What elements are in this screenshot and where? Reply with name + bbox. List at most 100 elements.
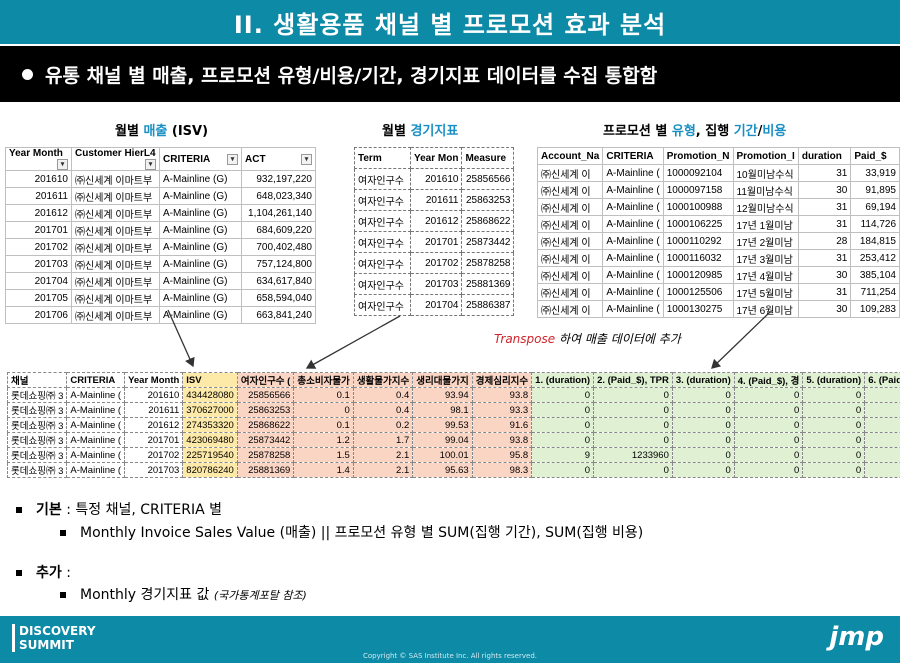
table-cell: 0 [864, 432, 900, 448]
table-cell: 롯데쇼핑㈜ 3 [6, 447, 68, 463]
table-row: ㈜신세계 이 A-Mainline (1000125506 17년 5월미남 31 71… [536, 283, 900, 301]
table-cell: 0 [802, 462, 866, 478]
merged-table-header-cell: ISV [182, 372, 238, 388]
merged-table-header-cell: 5. (duration) [802, 372, 866, 388]
square-bullet-icon [60, 530, 66, 536]
table-cell: A-Mainline ( [66, 447, 126, 463]
table-row: 201702 ㈜신세계 이마트부 A-Mainline (G) 700,402,480 [5, 238, 316, 256]
arrow-promo [711, 311, 771, 369]
promo-table: Account_Na CRITERIA Promotion_N Promotion_I… [536, 147, 900, 318]
sales-table: Year Month ▾ Customer HierL4 ▾ CRITERIA ▾ ACT ▾… [5, 147, 316, 324]
table-cell: 98.1 [412, 402, 473, 418]
table-cell: 0 [531, 462, 595, 478]
table-cell: A-Mainline ( [66, 387, 126, 403]
table-cell: 0 [733, 432, 804, 448]
merged-table-header-cell: 생리대물가지 [412, 372, 473, 388]
table-cell: 0 [671, 417, 735, 433]
table-row: 201701 ㈜신세계 이마트부 A-Mainline (G) 684,609,220 [5, 221, 316, 239]
table-cell: 99.04 [412, 432, 473, 448]
table-cell: 99.53 [412, 417, 473, 433]
table-cell: A-Mainline ( [602, 300, 664, 318]
table-cell: 93.8 [471, 387, 533, 403]
indicator-table-header-cell: Measure [461, 147, 515, 169]
table-cell: 25881369 [236, 462, 295, 478]
table-cell: 663,841,240 [241, 306, 316, 324]
bullet-dot-icon [22, 68, 33, 80]
table-cell: 0 [864, 417, 900, 433]
promo-table-header-cell: CRITERIA [602, 147, 664, 165]
merged-table-header-cell: 6. (Paid_$), [864, 372, 900, 388]
extra-sub-bullet: Monthly 경기지표 값 (국가통계포탈 참조) [60, 584, 307, 604]
table-cell: 0.4 [352, 402, 414, 418]
table-cell: 0 [671, 432, 735, 448]
table-cell: 0 [864, 462, 900, 478]
merged-table-header-cell: 4. (Paid_$), 경 [733, 372, 804, 388]
table-cell: 25863253 [236, 402, 295, 418]
table-cell: 25878258 [236, 447, 295, 463]
footer-bar: DISCOVERY SUMMIT jmp Copyright © SAS Inst… [0, 616, 900, 663]
table-cell: 109,283 [850, 300, 900, 318]
merged-table-header-cell: 채널 [6, 372, 68, 388]
table-cell: 롯데쇼핑㈜ 3 [6, 462, 68, 478]
merged-table-header-cell: 여자인구수 ( [236, 372, 295, 388]
filter-dropdown-icon[interactable]: ▾ [57, 159, 68, 170]
table-row: 롯데쇼핑㈜ 3 A-Mainline (201610 434428080 258565… [6, 387, 900, 403]
table-cell: 0 [733, 462, 804, 478]
table-cell: 0 [293, 402, 354, 418]
filter-dropdown-icon[interactable]: ▾ [145, 159, 156, 170]
table-cell: 1233960 [593, 447, 673, 463]
page-title: II. 생활용품 채널 별 프로모션 효과 분석 [0, 0, 900, 44]
table-cell: 0 [593, 387, 673, 403]
table-cell: 434428080 [182, 387, 238, 403]
table-cell: 0 [802, 432, 866, 448]
table-row: 여자인구수 201701 25873442 [354, 231, 515, 253]
table-cell: 1.5 [293, 447, 354, 463]
table-cell: 1.2 [293, 432, 354, 448]
table-cell: 1.4 [293, 462, 354, 478]
table-cell: 0 [531, 432, 595, 448]
table-cell: 0 [864, 447, 900, 463]
table-cell: 820786240 [182, 462, 238, 478]
table-cell: 25863253 [461, 189, 515, 211]
indicator-table-header-cell: Term [354, 147, 411, 169]
table-cell: 0 [671, 447, 735, 463]
table-cell: A-Mainline ( [66, 402, 126, 418]
filter-dropdown-icon[interactable]: ▾ [227, 153, 238, 165]
table-row: ㈜신세계 이 A-Mainline (1000106225 17년 1월미남 31 11… [536, 215, 900, 233]
basic-bullet: 기본 : 특정 채널, CRITERIA 별 [16, 499, 222, 519]
table-cell: 0 [802, 417, 866, 433]
merged-table-header-cell: CRITERIA [66, 372, 126, 388]
table-cell: A-Mainline ( [66, 432, 126, 448]
extra-bullet: 추가 : [16, 562, 71, 582]
table-cell: 0 [593, 417, 673, 433]
merged-table: 채널 CRITERIA Year Month ISV 여자인구수 (총소비자물가 생활물가… [6, 372, 900, 478]
indicator-table: Term Year Mon Measure 여자인구수 201610 25856566 여… [354, 147, 515, 316]
promo-table-header-cell: Promotion_N [662, 147, 734, 165]
merged-table-header-cell: 2. (Paid_$), TPR [593, 372, 673, 388]
jmp-logo: jmp [829, 622, 884, 652]
table-cell: ㈜신세계 이마트부 [71, 306, 160, 324]
table-row: 롯데쇼핑㈜ 3 A-Mainline (201703 820786240 258813… [6, 462, 900, 478]
table-cell: 0 [593, 432, 673, 448]
filter-dropdown-icon[interactable]: ▾ [301, 153, 312, 165]
merged-table-header-cell: 3. (duration) [671, 372, 735, 388]
table-cell: 롯데쇼핑㈜ 3 [6, 417, 68, 433]
merged-table-header-cell: 생활물가지수 [352, 372, 414, 388]
promo-section-heading: 프로모션 별 유형, 집행 기간/비용 [603, 124, 787, 139]
table-cell: 0 [593, 402, 673, 418]
table-row: 롯데쇼핑㈜ 3 A-Mainline (201702 225719540 258782… [6, 447, 900, 463]
table-row: ㈜신세계 이 A-Mainline (1000130275 17년 6월미남 30 10… [536, 300, 900, 318]
table-cell: 롯데쇼핑㈜ 3 [6, 432, 68, 448]
table-cell: 201702 [124, 447, 184, 463]
table-cell: 0 [733, 447, 804, 463]
table-cell: 0.1 [293, 387, 354, 403]
table-cell: 0 [864, 402, 900, 418]
table-row: ㈜신세계 이 A-Mainline (1000100988 12월미남수식 31 69,… [536, 198, 900, 216]
discovery-summit-logo: DISCOVERY SUMMIT [12, 624, 96, 652]
table-cell: 201612 [124, 417, 184, 433]
arrow-indicator [305, 315, 401, 369]
table-cell: 0 [531, 387, 595, 403]
table-cell: 0 [531, 417, 595, 433]
table-cell: 93.3 [471, 402, 533, 418]
